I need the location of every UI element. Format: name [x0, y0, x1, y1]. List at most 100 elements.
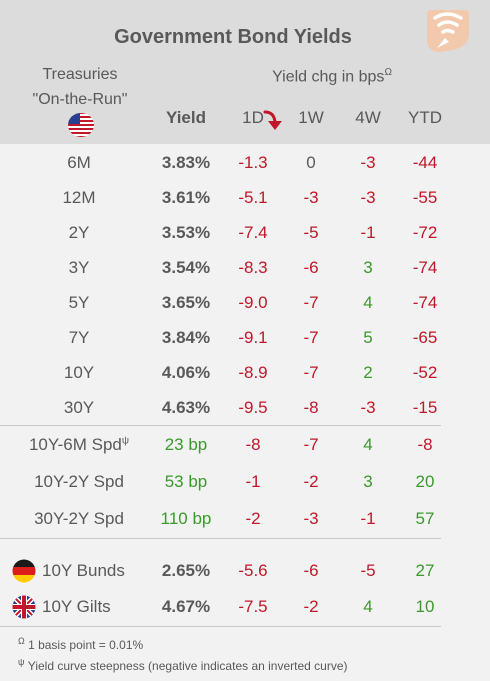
uk-flag-icon [12, 595, 36, 619]
row-label-text: 30Y-2Y Spd [34, 509, 124, 528]
change-4w: 3 [363, 258, 373, 277]
footnote-spread: ψ Yield curve steepness (negative indica… [18, 657, 348, 673]
row-label-text: 10Y-2Y Spd [34, 472, 124, 491]
change-4w: 5 [363, 328, 373, 347]
row-label: 10Y-6M Spdψ [0, 435, 158, 455]
row-label-text: 3Y [68, 258, 90, 277]
divider [0, 626, 441, 627]
change-4w: 2 [363, 363, 373, 382]
change-4w: 4 [363, 293, 373, 312]
change-1d: -1 [245, 472, 261, 491]
change-1d: -9.1 [238, 328, 268, 347]
footnote-text: Yield curve steepness (negative indicate… [27, 659, 348, 673]
col-4w: 4W [355, 108, 381, 127]
yield-value: 4.06% [161, 363, 211, 382]
change-1w: -8 [303, 398, 319, 417]
page-title: Government Bond Yields [114, 26, 352, 48]
row-label: 6M [0, 153, 158, 173]
change-ytd: 27 [415, 561, 435, 580]
change-1w: -7 [303, 293, 319, 312]
change-ytd: -15 [412, 398, 438, 417]
col-ytd: YTD [408, 108, 442, 127]
yield-value: 3.83% [161, 153, 211, 172]
spread-marker: ψ [121, 435, 130, 447]
change-ytd: -55 [412, 188, 438, 207]
yield-value: 53 bp [164, 472, 208, 491]
row-label-text: 12M [62, 188, 96, 207]
change-1d: -8.9 [238, 363, 268, 382]
yield-value: 110 bp [160, 509, 212, 528]
change-1w: -2 [303, 472, 319, 491]
treasuries-label: Treasuries [42, 66, 118, 83]
table-row: 6M 3.83% -1.3 0 -3 -44 [0, 145, 490, 180]
change-ytd: 10 [415, 597, 435, 616]
table-row: 12M 3.61% -5.1 -3 -3 -55 [0, 180, 490, 215]
row-label: 10Y Bunds [42, 561, 162, 581]
omega-marker: Ω [384, 67, 392, 78]
yield-value: 4.63% [161, 398, 211, 417]
table-row: 30Y 4.63% -9.5 -8 -3 -15 [0, 390, 490, 425]
divider [0, 425, 441, 426]
change-1d: -8 [245, 435, 261, 454]
row-label-text: 10Y [63, 363, 95, 382]
row-label: 2Y [0, 223, 158, 243]
change-1w: -7 [303, 435, 319, 454]
change-4w: -1 [360, 509, 376, 528]
table-row: 10Y-2Y Spd 53 bp -1 -2 3 20 [0, 464, 490, 499]
change-1w: -7 [303, 328, 319, 347]
change-ytd: -8 [417, 435, 433, 454]
table-row: 30Y-2Y Spd 110 bp -2 -3 -1 57 [0, 501, 490, 536]
row-label-text: 10Y Bunds [42, 561, 125, 580]
row-label-text: 10Y-6M Spd [28, 435, 122, 454]
row-label: 7Y [0, 328, 158, 348]
change-4w: -3 [360, 153, 376, 172]
yield-value: 2.65% [161, 561, 211, 580]
change-ytd: -74 [412, 293, 438, 312]
col-1w: 1W [298, 108, 324, 127]
change-ytd: 57 [415, 509, 435, 528]
yield-change-heading: Yield chg in bpsΩ [232, 67, 432, 86]
yield-value: 3.65% [161, 293, 211, 312]
change-1w: 0 [306, 153, 316, 172]
change-1w: -7 [303, 363, 319, 382]
change-ytd: -52 [412, 363, 438, 382]
change-1d: -8.3 [238, 258, 268, 277]
change-1w: -2 [303, 597, 319, 616]
change-4w: 4 [363, 597, 373, 616]
footnote-text: 1 basis point = 0.01% [28, 638, 144, 652]
change-4w: -1 [360, 223, 376, 242]
table-header: Government Bond Yields Treasuries "On-th… [0, 0, 490, 144]
change-1w: -5 [303, 223, 319, 242]
row-label-text: 10Y Gilts [42, 597, 111, 616]
row-label-text: 7Y [68, 328, 90, 347]
sort-down-arrow-icon [263, 110, 282, 130]
germany-flag-icon [12, 559, 36, 583]
change-1w: -3 [303, 509, 319, 528]
wifi-signal-logo [427, 10, 469, 52]
row-label: 10Y-2Y Spd [0, 472, 158, 492]
change-ytd: -44 [412, 153, 438, 172]
change-1d: -7.4 [238, 223, 268, 242]
change-ytd: -65 [412, 328, 438, 347]
col-1d: 1D [242, 108, 264, 127]
change-1w: -3 [303, 188, 319, 207]
change-4w: -3 [360, 398, 376, 417]
yield-value: 23 bp [164, 435, 208, 454]
change-4w: -5 [360, 561, 376, 580]
table-row: 10Y-6M Spdψ 23 bp -8 -7 4 -8 [0, 427, 490, 462]
footnote-marker: Ω [18, 636, 25, 646]
change-ytd: -72 [412, 223, 438, 242]
change-1d: -1.3 [238, 153, 268, 172]
row-label: 30Y-2Y Spd [0, 509, 158, 529]
yield-value: 3.61% [161, 188, 211, 207]
yield-change-label: Yield chg in bps [272, 68, 385, 86]
table-row: 10Y Bunds 2.65% -5.6 -6 -5 27 [0, 553, 490, 588]
row-label: 3Y [0, 258, 158, 278]
table-row: 10Y Gilts 4.67% -7.5 -2 4 10 [0, 589, 490, 624]
change-1d: -7.5 [238, 597, 268, 616]
yield-value: 3.84% [161, 328, 211, 347]
on-the-run-label: "On-the-Run" [32, 91, 128, 108]
change-4w: 3 [363, 472, 373, 491]
change-1d: -5.6 [238, 561, 268, 580]
change-4w: -3 [360, 188, 376, 207]
